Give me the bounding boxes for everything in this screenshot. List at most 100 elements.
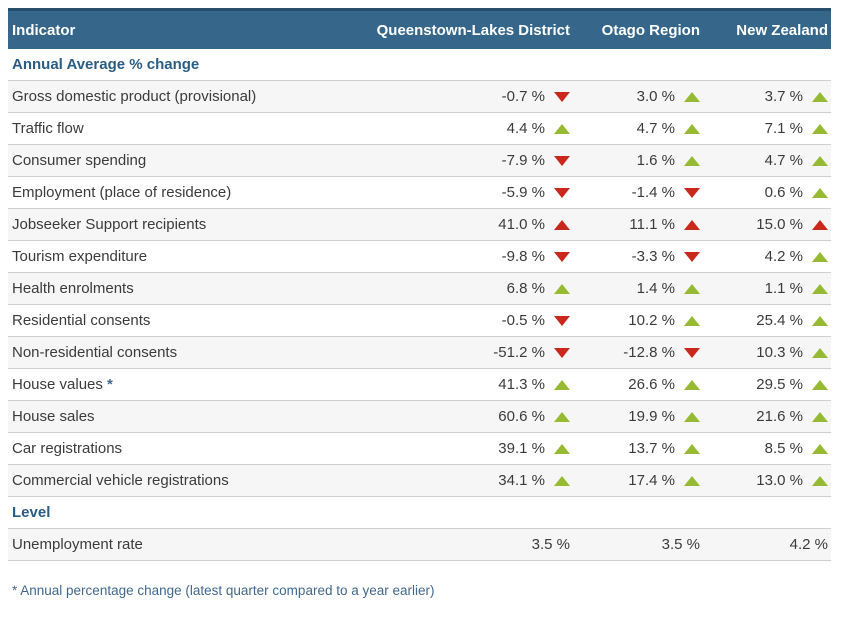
indicator-cell: Gross domestic product (provisional) xyxy=(12,88,257,105)
trend-up-icon xyxy=(684,315,700,326)
trend-up-icon xyxy=(684,443,700,454)
trend-up-icon xyxy=(812,187,828,198)
value-cell: -0.7 % xyxy=(370,88,573,105)
indicator-table: Indicator Queenstown-Lakes District Otag… xyxy=(8,8,831,561)
indicator-cell: Residential consents xyxy=(12,312,151,329)
value-cell: 41.3 % xyxy=(370,376,573,393)
section-title: Level xyxy=(8,497,831,529)
trend-up-icon xyxy=(554,283,570,294)
table-body: Annual Average % change Gross domestic pr… xyxy=(8,49,831,561)
value-text: -3.3 % xyxy=(631,248,675,265)
value-text: -1.4 % xyxy=(631,184,675,201)
trend-down-icon xyxy=(554,187,570,198)
indicator-cell: Consumer spending xyxy=(12,152,147,169)
value-text: 11.1 % xyxy=(629,216,675,233)
indicator-cell: Unemployment rate xyxy=(12,536,143,553)
value-text: 34.1 % xyxy=(498,472,545,489)
column-header-queenstown-lakes: Queenstown-Lakes District xyxy=(376,21,570,39)
value-text: -12.8 % xyxy=(623,344,675,361)
trend-up-icon xyxy=(812,411,828,422)
value-text: 4.2 % xyxy=(764,248,803,265)
trend-up-icon xyxy=(812,475,828,486)
value-cell: 4.2 % xyxy=(703,536,831,553)
trend-up-icon xyxy=(812,155,828,166)
value-cell: 25.4 % xyxy=(703,312,831,329)
trend-up-icon xyxy=(554,443,570,454)
value-text: 26.6 % xyxy=(628,376,675,393)
value-cell: 60.6 % xyxy=(370,408,573,425)
value-cell: 6.8 % xyxy=(370,280,573,297)
trend-down-icon xyxy=(684,187,700,198)
indicator-cell: Car registrations xyxy=(12,440,123,457)
value-text: 1.6 % xyxy=(636,152,675,169)
value-text: 3.0 % xyxy=(636,88,675,105)
value-cell: 34.1 % xyxy=(370,472,573,489)
value-text: 3.5 % xyxy=(661,536,700,553)
table-footnote: * Annual percentage change (latest quart… xyxy=(12,583,435,598)
trend-up-icon xyxy=(812,123,828,134)
value-text: 1.4 % xyxy=(636,280,675,297)
value-text: 39.1 % xyxy=(498,440,545,457)
trend-down-icon xyxy=(554,347,570,358)
value-cell: -5.9 % xyxy=(370,184,573,201)
value-cell: 4.7 % xyxy=(703,152,831,169)
trend-up-icon xyxy=(684,123,700,134)
table-row: Residential consents -0.5 % 10.2 % 25.4 % xyxy=(8,305,831,337)
table-row: Car registrations 39.1 % 13.7 % 8.5 % xyxy=(8,433,831,465)
trend-up-icon xyxy=(812,379,828,390)
value-cell: 41.0 % xyxy=(370,216,573,233)
trend-up-icon xyxy=(684,379,700,390)
value-cell: 10.3 % xyxy=(703,344,831,361)
trend-up-icon xyxy=(684,283,700,294)
value-cell: 4.4 % xyxy=(370,120,573,137)
indicator-cell: Jobseeker Support recipients xyxy=(12,216,207,233)
table-row: House sales 60.6 % 19.9 % 21.6 % xyxy=(8,401,831,433)
value-text: -9.8 % xyxy=(501,248,545,265)
value-text: 7.1 % xyxy=(764,120,803,137)
indicator-cell: Employment (place of residence) xyxy=(12,184,232,201)
table-row: Jobseeker Support recipients 41.0 % 11.1 %… xyxy=(8,209,831,241)
value-text: -7.9 % xyxy=(501,152,545,169)
trend-down-icon xyxy=(684,251,700,262)
value-text: 25.4 % xyxy=(756,312,803,329)
indicator-cell: Commercial vehicle registrations xyxy=(12,472,229,489)
trend-up-icon xyxy=(554,475,570,486)
trend-up-icon xyxy=(812,347,828,358)
value-text: 41.0 % xyxy=(498,216,545,233)
trend-up-icon xyxy=(684,91,700,102)
trend-up-icon xyxy=(554,219,570,230)
value-text: 21.6 % xyxy=(756,408,803,425)
value-cell: -0.5 % xyxy=(370,312,573,329)
value-text: 3.5 % xyxy=(531,536,570,553)
trend-down-icon xyxy=(554,315,570,326)
value-cell: 1.6 % xyxy=(573,152,703,169)
value-text: 4.7 % xyxy=(636,120,675,137)
value-cell: 3.7 % xyxy=(703,88,831,105)
value-text: 3.7 % xyxy=(764,88,803,105)
trend-up-icon xyxy=(554,411,570,422)
value-cell: -51.2 % xyxy=(370,344,573,361)
value-text: 4.2 % xyxy=(789,536,828,553)
value-text: 10.3 % xyxy=(756,344,803,361)
column-header-otago-region: Otago Region xyxy=(601,21,700,39)
value-cell: 3.0 % xyxy=(573,88,703,105)
trend-up-icon xyxy=(684,155,700,166)
value-cell: 4.7 % xyxy=(573,120,703,137)
trend-down-icon xyxy=(554,155,570,166)
value-cell: 19.9 % xyxy=(573,408,703,425)
indicator-cell: House sales xyxy=(12,408,95,425)
value-text: 1.1 % xyxy=(764,280,803,297)
value-text: 19.9 % xyxy=(628,408,675,425)
value-cell: 26.6 % xyxy=(573,376,703,393)
value-cell: 7.1 % xyxy=(703,120,831,137)
trend-up-icon xyxy=(684,475,700,486)
section-title: Annual Average % change xyxy=(8,49,831,81)
indicator-cell: Non-residential consents xyxy=(12,344,178,361)
table-row: Gross domestic product (provisional) -0.7… xyxy=(8,81,831,113)
value-cell: 4.2 % xyxy=(703,248,831,265)
value-cell: 1.1 % xyxy=(703,280,831,297)
value-cell: 3.5 % xyxy=(370,536,573,553)
value-cell: 11.1 % xyxy=(573,216,703,233)
value-text: 15.0 % xyxy=(756,216,803,233)
value-text: 41.3 % xyxy=(498,376,545,393)
